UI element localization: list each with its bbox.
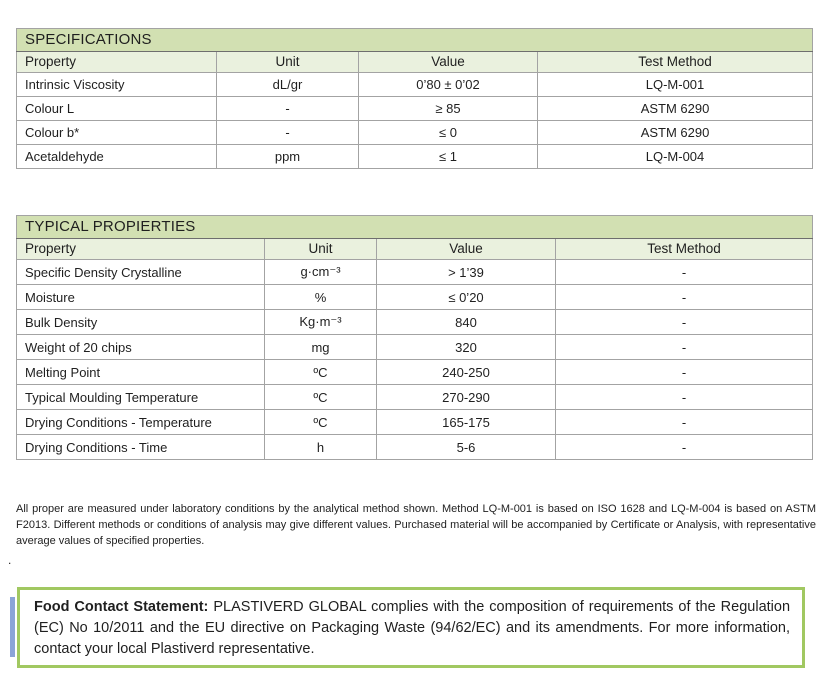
table-row: Specific Density Crystalline g·cm⁻³ > 1’39… bbox=[16, 259, 814, 285]
typ-col-test-method: Test Method bbox=[554, 238, 814, 260]
table-row: Acetaldehyde ppm ≤ 1 LQ-M-004 bbox=[16, 144, 814, 169]
table-cell-unit: ppm bbox=[216, 144, 359, 169]
typical-title-row: TYPICAL PROPIERTIES bbox=[15, 215, 814, 239]
table-cell-value: ≤ 0’20 bbox=[376, 284, 556, 310]
table-row: Melting Point ºC 240-250- bbox=[16, 359, 814, 385]
table-cell-property: Acetaldehyde bbox=[16, 144, 217, 169]
typ-col-property: Property bbox=[16, 238, 265, 260]
table-cell-value: 5-6 bbox=[376, 434, 556, 460]
table-cell-value: 840 bbox=[376, 309, 556, 335]
disclaimer-paragraph: All proper are measured under laboratory… bbox=[16, 503, 816, 547]
table-cell-method: ASTM 6290 bbox=[536, 120, 814, 145]
table-cell-unit: dL/gr bbox=[216, 72, 359, 97]
food-statement-text: PLASTIVERD GLOBAL complies with the comp… bbox=[34, 599, 791, 657]
table-cell-property: Melting Point bbox=[16, 359, 265, 385]
table-cell-value: ≤ 0 bbox=[358, 120, 538, 145]
table-cell-value: 270-290 bbox=[376, 384, 556, 410]
specifications-header-row: Property Unit Value Test Method bbox=[16, 51, 814, 73]
revision-change-bar bbox=[10, 597, 15, 657]
table-row: Intrinsic Viscosity dL/gr 0’80 ± 0’02 LQ-M-… bbox=[16, 72, 814, 97]
table-cell-unit: ºC bbox=[264, 359, 377, 385]
table-cell-property: Weight of 20 chips bbox=[16, 334, 265, 360]
table-cell-method: LQ-M-001 bbox=[536, 72, 814, 97]
specifications-title-row: SPECIFICATIONS bbox=[15, 28, 814, 52]
table-cell-unit: Kg·m⁻³ bbox=[264, 309, 377, 335]
typ-col-value: Value bbox=[376, 238, 556, 260]
table-row: Drying Conditions - Time h 5-6- bbox=[16, 434, 814, 460]
table-cell-value: 165-175 bbox=[376, 409, 556, 435]
table-row: Drying Conditions - Temperature ºC 165-175… bbox=[16, 409, 814, 435]
table-cell-property: Moisture bbox=[16, 284, 265, 310]
typical-properties-title: TYPICAL PROPIERTIES bbox=[15, 215, 814, 239]
table-cell-method: - bbox=[554, 309, 814, 335]
table-cell-unit: h bbox=[264, 434, 377, 460]
table-row: Bulk Density Kg·m⁻³ 840- bbox=[16, 309, 814, 335]
table-row: Typical Moulding Temperature ºC 270-290- bbox=[16, 384, 814, 410]
table-cell-method: - bbox=[554, 359, 814, 385]
table-cell-value: 240-250 bbox=[376, 359, 556, 385]
table-cell-unit: - bbox=[216, 120, 359, 145]
table-cell-value: 320 bbox=[376, 334, 556, 360]
table-cell-property: Bulk Density bbox=[16, 309, 265, 335]
table-cell-unit: ºC bbox=[264, 384, 377, 410]
table-cell-property: Specific Density Crystalline bbox=[16, 259, 265, 285]
table-cell-property: Colour L bbox=[16, 96, 217, 121]
table-row: Weight of 20 chips mg 320- bbox=[16, 334, 814, 360]
table-cell-method: - bbox=[554, 259, 814, 285]
food-contact-statement-box: Food Contact Statement: PLASTIVERD GLOBA… bbox=[17, 587, 805, 668]
stray-dot: . bbox=[8, 553, 12, 567]
table-cell-property: Drying Conditions - Temperature bbox=[16, 409, 265, 435]
table-cell-method: - bbox=[554, 384, 814, 410]
table-cell-unit: - bbox=[216, 96, 359, 121]
food-statement-label: Food Contact Statement: bbox=[34, 599, 209, 615]
spec-col-test-method: Test Method bbox=[536, 51, 814, 73]
typical-properties-table: TYPICAL PROPIERTIES Property Unit Value … bbox=[15, 215, 814, 460]
table-row: Colour b* - ≤ 0 ASTM 6290 bbox=[16, 120, 814, 145]
table-cell-value: ≤ 1 bbox=[358, 144, 538, 169]
table-row: Moisture% ≤ 0’20- bbox=[16, 284, 814, 310]
table-cell-unit: g·cm⁻³ bbox=[264, 259, 377, 285]
table-cell-property: Typical Moulding Temperature bbox=[16, 384, 265, 410]
table-cell-unit: % bbox=[264, 284, 377, 310]
typical-header-row: Property Unit Value Test Method bbox=[16, 238, 814, 260]
typ-col-unit: Unit bbox=[264, 238, 377, 260]
food-statement-section: Food Contact Statement: PLASTIVERD GLOBA… bbox=[10, 587, 816, 668]
table-cell-unit: ºC bbox=[264, 409, 377, 435]
table-cell-method: - bbox=[554, 409, 814, 435]
spec-col-property: Property bbox=[16, 51, 217, 73]
table-cell-method: ASTM 6290 bbox=[536, 96, 814, 121]
table-cell-value: 0’80 ± 0’02 bbox=[358, 72, 538, 97]
table-cell-property: Intrinsic Viscosity bbox=[16, 72, 217, 97]
table-row: Colour L - ≥ 85 ASTM 6290 bbox=[16, 96, 814, 121]
table-cell-unit: mg bbox=[264, 334, 377, 360]
spec-col-value: Value bbox=[358, 51, 538, 73]
table-cell-value: > 1’39 bbox=[376, 259, 556, 285]
table-cell-method: - bbox=[554, 334, 814, 360]
specifications-table: SPECIFICATIONS Property Unit Value Test … bbox=[15, 28, 814, 169]
specifications-title: SPECIFICATIONS bbox=[15, 28, 814, 52]
table-cell-method: LQ-M-004 bbox=[536, 144, 814, 169]
table-cell-value: ≥ 85 bbox=[358, 96, 538, 121]
table-cell-property: Drying Conditions - Time bbox=[16, 434, 265, 460]
table-cell-property: Colour b* bbox=[16, 120, 217, 145]
spec-col-unit: Unit bbox=[216, 51, 359, 73]
table-cell-method: - bbox=[554, 284, 814, 310]
table-cell-method: - bbox=[554, 434, 814, 460]
